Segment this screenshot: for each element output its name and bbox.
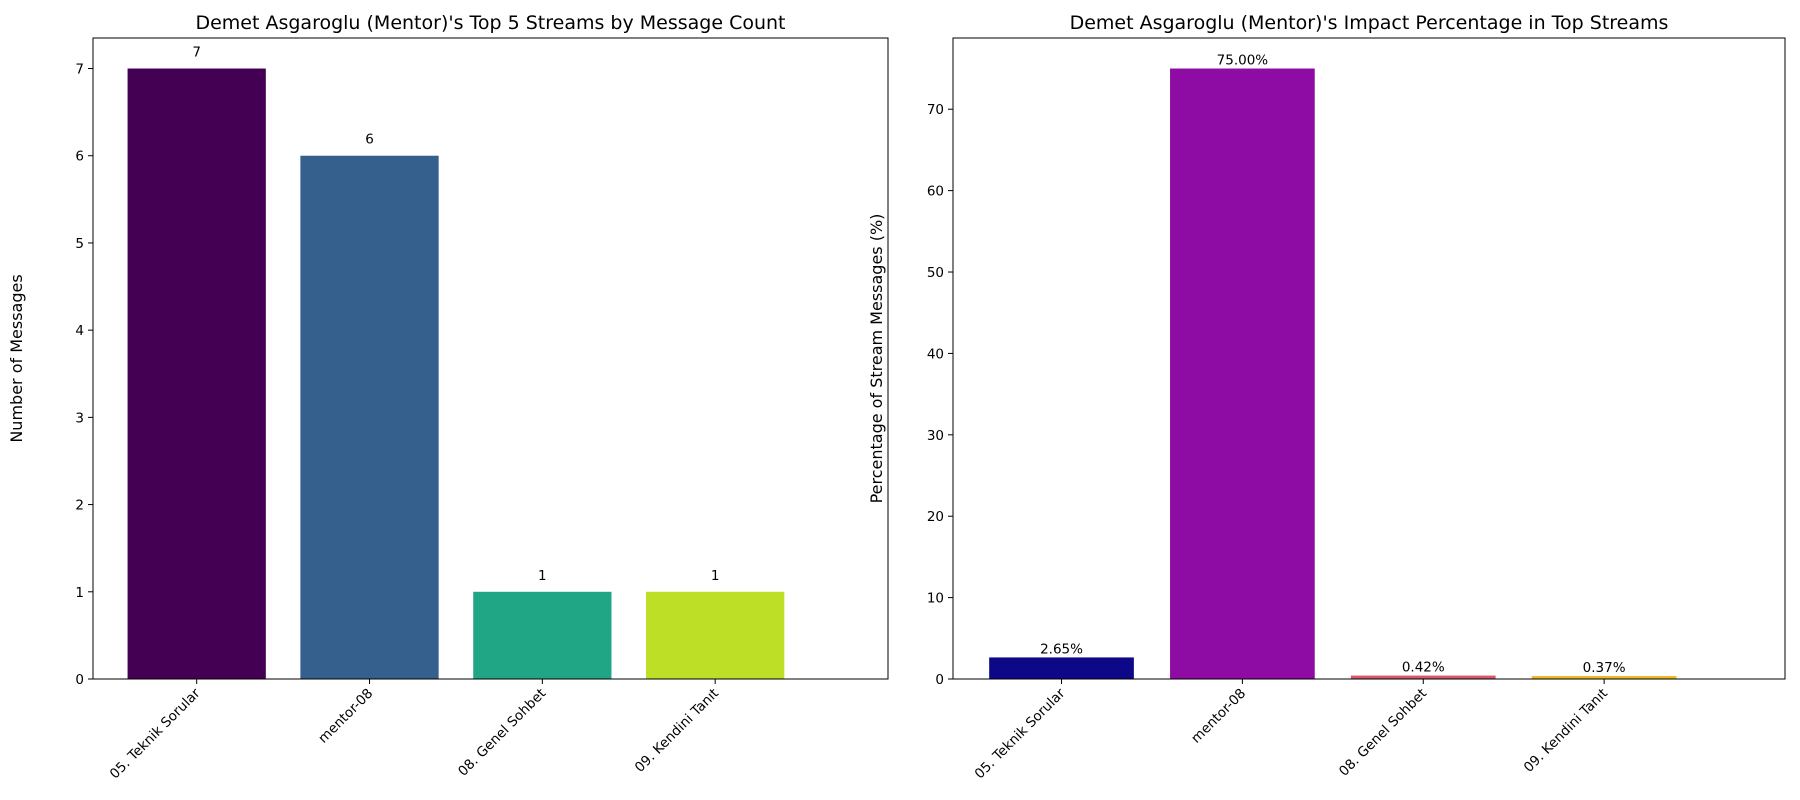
bar [1350, 675, 1496, 679]
y-tick-label: 0 [75, 672, 84, 688]
data-label: 1 [538, 568, 547, 584]
y-tick-label: 3 [75, 410, 84, 426]
x-axis: 05. Teknik Sorular mentor-08 08. Genel Soh… [972, 679, 1611, 782]
message-count-chart: Demet Asgaroglu (Mentor)'s Top 5 Streams… [7, 12, 889, 782]
bars [989, 68, 1677, 680]
bar [989, 657, 1134, 679]
y-tick-label: 10 [927, 591, 944, 607]
bar [1531, 675, 1677, 679]
data-label: 0.42% [1402, 660, 1445, 676]
data-labels: 2.65% 75.00% 0.42% 0.37% [1040, 53, 1626, 676]
bar [646, 591, 785, 679]
y-axis: 0 1 2 3 4 5 6 7 [75, 62, 93, 688]
y-tick-label: 4 [75, 323, 84, 339]
x-tick-label: 09. Kendini Tanıt [632, 686, 722, 776]
y-tick-label: 7 [75, 62, 84, 78]
y-tick-label: 50 [927, 265, 944, 281]
chart-title: Demet Asgaroglu (Mentor)'s Top 5 Streams… [195, 12, 785, 34]
y-tick-label: 6 [75, 149, 84, 165]
y-tick-label: 0 [935, 672, 944, 688]
data-label: 7 [192, 45, 201, 61]
x-tick-label: 09. Kendini Tanıt [1521, 686, 1611, 776]
y-tick-label: 30 [927, 428, 944, 444]
data-label: 6 [365, 132, 374, 148]
x-tick-label: mentor-08 [315, 686, 376, 747]
bar [127, 68, 266, 680]
impact-percentage-chart: Demet Asgaroglu (Mentor)'s Impact Percen… [867, 12, 1786, 782]
y-tick-label: 40 [927, 346, 944, 362]
x-tick-label: 05. Teknik Sorular [972, 685, 1069, 782]
y-axis-label: Number of Messages [7, 274, 26, 442]
data-label: 1 [711, 568, 720, 584]
x-tick-label: mentor-08 [1188, 686, 1249, 747]
bars [127, 68, 785, 680]
data-label: 2.65% [1040, 641, 1083, 657]
x-tick-label: 08. Genel Sohbet [1336, 686, 1430, 780]
x-axis: 05. Teknik Sorular mentor-08 08. Genel Soh… [107, 679, 722, 782]
data-label: 75.00% [1217, 53, 1269, 69]
bar [473, 591, 612, 679]
y-tick-label: 60 [927, 184, 944, 200]
chart-title: Demet Asgaroglu (Mentor)'s Impact Percen… [1070, 12, 1669, 34]
bar [300, 155, 439, 680]
data-label: 0.37% [1583, 660, 1626, 676]
y-tick-label: 20 [927, 509, 944, 525]
y-tick-label: 2 [75, 498, 84, 514]
plot-frame [92, 37, 889, 680]
plot-frame [952, 37, 1786, 680]
y-tick-label: 1 [75, 585, 84, 601]
x-tick-label: 08. Genel Sohbet [455, 686, 549, 780]
bar [1170, 68, 1315, 680]
y-tick-label: 70 [927, 102, 944, 118]
y-axis: 0 10 20 30 40 50 60 70 [927, 102, 953, 688]
y-tick-label: 5 [75, 236, 84, 252]
x-tick-label: 05. Teknik Sorular [107, 685, 204, 782]
y-axis-label: Percentage of Stream Messages (%) [867, 214, 886, 504]
data-labels: 7 6 1 1 [192, 45, 719, 584]
